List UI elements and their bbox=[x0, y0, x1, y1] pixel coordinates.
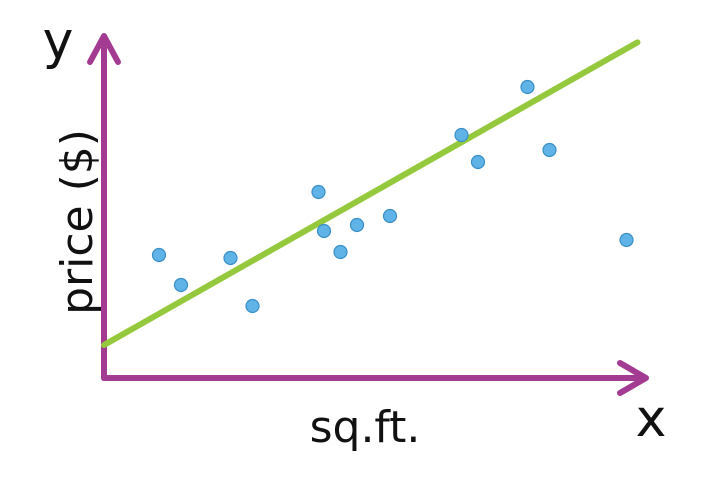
data-point-10 bbox=[454, 127, 469, 143]
axes bbox=[87, 33, 649, 396]
fit-line bbox=[101, 39, 641, 348]
data-point-9 bbox=[382, 208, 398, 224]
data-point-4 bbox=[245, 298, 260, 314]
data-point-6 bbox=[316, 223, 332, 239]
data-point-8 bbox=[349, 217, 365, 233]
data-point-11 bbox=[470, 154, 486, 170]
data-point-2 bbox=[173, 277, 189, 293]
data-point-1 bbox=[151, 247, 167, 263]
data-point-7 bbox=[333, 244, 348, 260]
x-axis-arrowhead bbox=[617, 360, 649, 396]
y-axis-arrowhead bbox=[87, 33, 121, 65]
x-axis-letter: x bbox=[636, 389, 667, 449]
data-point-13 bbox=[542, 142, 557, 158]
y-axis-label: price ($) bbox=[52, 129, 103, 315]
data-point-3 bbox=[223, 250, 238, 266]
data-points bbox=[151, 79, 634, 314]
data-point-14 bbox=[619, 232, 634, 248]
x-axis-label: sq.ft. bbox=[310, 402, 421, 453]
data-point-12 bbox=[520, 79, 535, 95]
y-axis-letter: y bbox=[43, 11, 74, 71]
data-point-5 bbox=[311, 184, 326, 200]
